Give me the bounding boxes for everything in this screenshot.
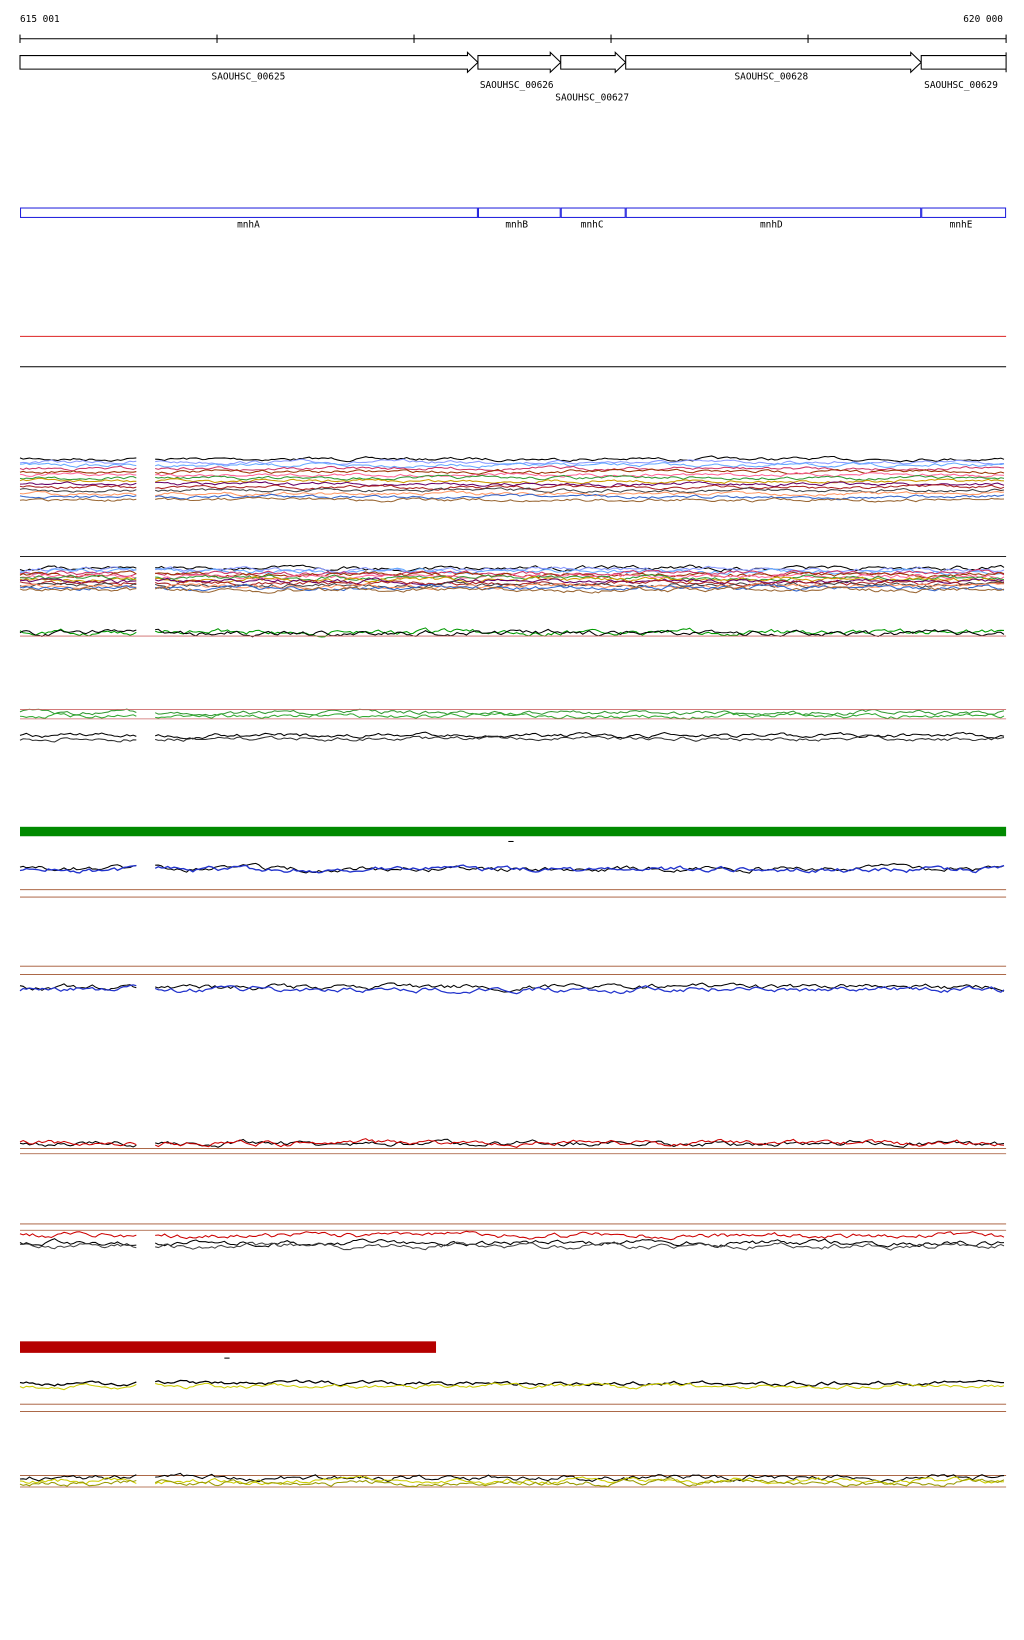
signal-trace — [19, 477, 1005, 485]
signal-trace — [19, 474, 1005, 481]
feature-box — [477, 207, 561, 218]
signal-trace — [19, 583, 1005, 592]
feature-box — [625, 207, 922, 218]
feature-label: mnhD — [760, 219, 783, 230]
signal-trace — [19, 628, 1005, 638]
signal-trace — [19, 708, 1005, 717]
signal-trace — [19, 1382, 1005, 1391]
signal-trace — [19, 496, 1005, 503]
signal-trace — [19, 864, 1005, 874]
signal-trace — [19, 1241, 1005, 1251]
feature-label: mnhB — [505, 219, 528, 230]
feature-label: mnhA — [237, 219, 260, 230]
signal-trace — [19, 487, 1005, 494]
signal-trace — [19, 585, 1005, 594]
signal-trace — [19, 734, 1005, 743]
signal-trace — [19, 577, 1005, 586]
signal-trace — [19, 465, 1005, 472]
gene-label: SAOUHSC_00629 — [924, 80, 998, 91]
signal-trace — [19, 462, 1005, 469]
ruler-start: 615 001 — [20, 14, 60, 25]
signal-trace — [19, 468, 1005, 475]
gene-label: SAOUHSC_00627 — [555, 93, 629, 104]
signal-trace — [19, 567, 1005, 576]
gene-arrow — [19, 51, 479, 74]
signal-trace — [19, 472, 1005, 478]
signal-trace — [19, 1472, 1005, 1483]
signal-trace — [19, 1138, 1005, 1148]
gene-label: SAOUHSC_00626 — [480, 80, 554, 91]
feature-box — [921, 207, 1007, 218]
signal-trace — [19, 731, 1005, 740]
signal-trace — [19, 984, 1005, 995]
signal-trace — [19, 484, 1005, 491]
signal-trace — [19, 455, 1005, 463]
signal-trace — [19, 862, 1005, 874]
signal-trace — [19, 1379, 1005, 1387]
signal-trace — [19, 1477, 1005, 1488]
signal-trace — [19, 490, 1005, 497]
signal-trace — [19, 565, 1005, 574]
gene-arrow — [560, 51, 627, 74]
coverage-bar — [20, 826, 1007, 837]
feature-label: mnhE — [950, 219, 973, 230]
feature-box — [560, 207, 626, 218]
gene-arrow — [477, 51, 562, 74]
feature-box — [19, 207, 478, 218]
signal-trace — [19, 1230, 1005, 1241]
ruler-end: 620 000 — [963, 14, 1003, 25]
signal-trace — [19, 582, 1005, 590]
signal-trace — [19, 712, 1005, 720]
signal-trace — [19, 493, 1005, 501]
coverage-bar — [20, 1341, 437, 1353]
gene-arrow — [920, 52, 1007, 73]
gene-label: SAOUHSC_00628 — [734, 72, 808, 83]
gene-arrow — [625, 51, 922, 74]
gene-label: SAOUHSC_00625 — [212, 72, 286, 83]
feature-label: mnhC — [581, 219, 604, 230]
signal-trace — [19, 1475, 1005, 1486]
